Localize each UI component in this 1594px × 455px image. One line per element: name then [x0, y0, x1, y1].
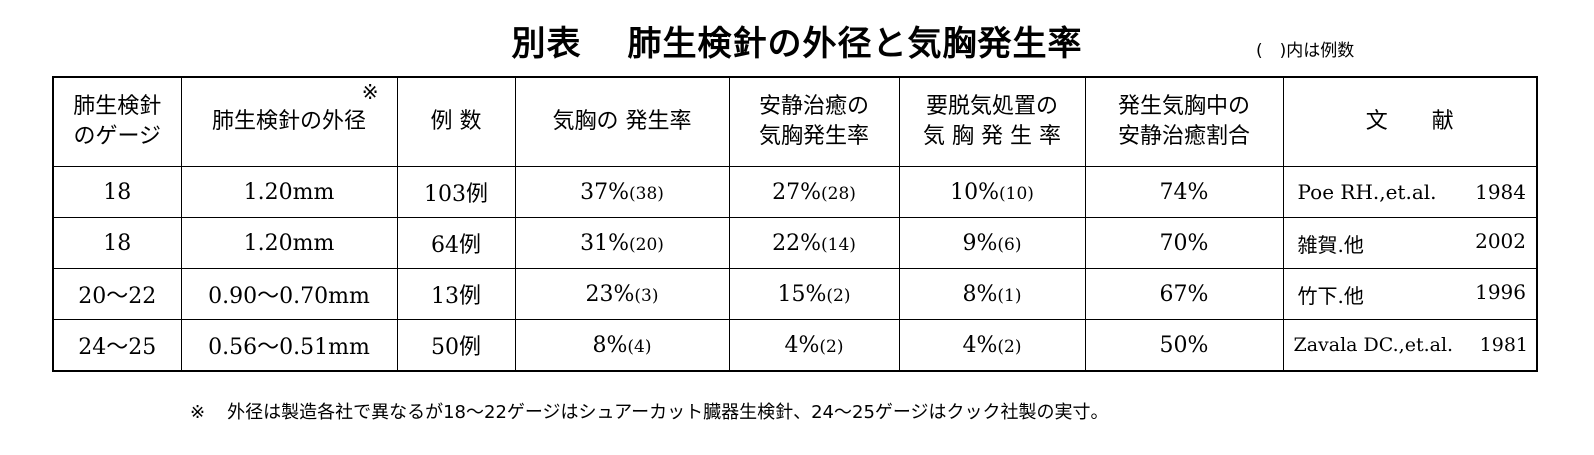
- drainage-rate-value: 4%: [962, 332, 998, 358]
- pneumothorax-rate-value: 23%: [585, 281, 635, 307]
- footnote-text: 外径は製造各社で異なるが18〜22ゲージはシュアーカット臓器生検針、24〜25ゲ…: [227, 402, 1109, 423]
- column-header-0: 肺生検針 のゲージ: [52, 76, 182, 167]
- rest-cure-rate-value: 4%: [784, 332, 820, 358]
- table-note: ( )内は例数: [1256, 41, 1355, 61]
- rest-cure-rate-value: 27%: [772, 179, 821, 205]
- diameter-cell: 1.20mm: [180, 217, 398, 269]
- gauge-cell: 24〜25: [52, 319, 182, 372]
- pneumothorax-rate: 37%(38): [514, 166, 730, 218]
- pneumothorax-rate-count: (20): [629, 234, 664, 255]
- drainage-rate-value: 9%: [962, 230, 998, 256]
- rest-cure-rate: 27%(28): [728, 166, 900, 218]
- reference-year: 1984: [1475, 180, 1526, 204]
- cases-cell: 64例: [396, 217, 516, 269]
- pneumothorax-rate-count: (3): [634, 285, 659, 306]
- drainage-rate-count: (10): [999, 183, 1034, 204]
- pneumothorax-rate: 23%(3): [514, 268, 730, 320]
- column-header-7: 文 献: [1282, 76, 1538, 167]
- drainage-rate-count: (1): [997, 285, 1022, 306]
- drainage-rate-value: 10%: [950, 179, 999, 205]
- gauge-cell: 18: [52, 217, 182, 269]
- diameter-cell: 1.20mm: [180, 166, 398, 218]
- column-header-1: 肺生検針の外径 ※: [180, 76, 398, 167]
- drainage-rate-count: (2): [997, 336, 1022, 357]
- title-prefix: 別表: [511, 24, 582, 64]
- drainage-rate-value: 8%: [962, 281, 998, 307]
- pneumothorax-table: 肺生検針 のゲージ 肺生検針の外径 ※ 例 数気胸の 発生率 安静治癒の 気胸発生率 要脱…: [52, 76, 1538, 372]
- rest-cure-rate-count: (2): [819, 336, 844, 357]
- pneumothorax-rate-value: 8%: [592, 332, 628, 358]
- rest-cure-rate: 4%(2): [728, 319, 900, 372]
- pneumothorax-rate: 31%(20): [514, 217, 730, 269]
- drainage-rate: 10%(10): [898, 166, 1086, 218]
- reference-author: 雑賀.他: [1297, 232, 1364, 257]
- pneumothorax-rate-value: 31%: [580, 230, 629, 256]
- rest-ratio-cell: 67%: [1084, 268, 1284, 320]
- drainage-rate: 9%(6): [898, 217, 1086, 269]
- reference-cell: 雑賀.他 2002: [1282, 217, 1538, 269]
- column-header-2: 例 数: [396, 76, 516, 167]
- reference-year: 2002: [1475, 228, 1526, 253]
- cases-cell: 50例: [396, 319, 516, 372]
- pneumothorax-rate-value: 37%: [580, 179, 629, 205]
- rest-cure-rate-count: (2): [826, 285, 851, 306]
- column-header-3: 気胸の 発生率: [514, 76, 730, 167]
- table-row: 18 1.20mm 103例 37%(38) 27%(28) 10%(10) 74% Poe …: [52, 166, 1538, 218]
- reference-author: Poe RH.,et.al.: [1297, 180, 1437, 204]
- rest-cure-rate-value: 15%: [777, 281, 827, 307]
- reference-cell: 竹下.他 1996: [1282, 268, 1538, 320]
- title-main: 肺生検針の外径と気胸発生率: [627, 24, 1083, 64]
- drainage-rate: 4%(2): [898, 319, 1086, 372]
- pneumothorax-rate-count: (4): [627, 336, 652, 357]
- rest-cure-rate-count: (28): [821, 183, 856, 204]
- rest-ratio-cell: 74%: [1084, 166, 1284, 218]
- rest-ratio-cell: 70%: [1084, 217, 1284, 269]
- reference-author: Zavala DC.,et.al.: [1293, 334, 1454, 356]
- reference-year: 1981: [1479, 334, 1528, 356]
- reference-cell: Zavala DC.,et.al. 1981: [1282, 319, 1538, 372]
- table-row: 24〜25 0.56〜0.51mm 50例 8%(4) 4%(2) 4%(2) 50% Zav…: [52, 319, 1538, 372]
- footnote-mark: ※: [190, 402, 206, 423]
- drainage-rate: 8%(1): [898, 268, 1086, 320]
- pneumothorax-rate-count: (38): [629, 183, 664, 204]
- table-row: 18 1.20mm 64例 31%(20) 22%(14) 9%(6) 70% 雑賀.他 200…: [52, 217, 1538, 269]
- diameter-cell: 0.56〜0.51mm: [180, 319, 398, 372]
- reference-year: 1996: [1475, 279, 1526, 304]
- footnote: ※ 外径は製造各社で異なるが18〜22ゲージはシュアーカット臓器生検針、24〜25…: [190, 398, 1109, 424]
- gauge-cell: 18: [52, 166, 182, 218]
- column-header-5: 要脱気処置の 気 胸 発 生 率: [898, 76, 1086, 167]
- column-header-4: 安静治癒の 気胸発生率: [728, 76, 900, 167]
- reference-author: 竹下.他: [1297, 283, 1364, 308]
- table-row: 20〜22 0.90〜0.70mm 13例 23%(3) 15%(2) 8%(1) 67% 竹…: [52, 268, 1538, 320]
- rest-ratio-cell: 50%: [1084, 319, 1284, 372]
- reference-cell: Poe RH.,et.al. 1984: [1282, 166, 1538, 218]
- header-note-mark: ※: [361, 80, 379, 104]
- gauge-cell: 20〜22: [52, 268, 182, 320]
- pneumothorax-rate: 8%(4): [514, 319, 730, 372]
- cases-cell: 103例: [396, 166, 516, 218]
- drainage-rate-count: (6): [997, 234, 1022, 255]
- rest-cure-rate: 22%(14): [728, 217, 900, 269]
- page-title: 別表 肺生検針の外径と気胸発生率: [0, 16, 1594, 65]
- header-row: 肺生検針 のゲージ 肺生検針の外径 ※ 例 数気胸の 発生率 安静治癒の 気胸発生率 要脱…: [52, 76, 1538, 167]
- rest-cure-rate-count: (14): [821, 234, 856, 255]
- column-header-6: 発生気胸中の 安静治癒割合: [1084, 76, 1284, 167]
- rest-cure-rate-value: 22%: [772, 230, 821, 256]
- diameter-cell: 0.90〜0.70mm: [180, 268, 398, 320]
- rest-cure-rate: 15%(2): [728, 268, 900, 320]
- cases-cell: 13例: [396, 268, 516, 320]
